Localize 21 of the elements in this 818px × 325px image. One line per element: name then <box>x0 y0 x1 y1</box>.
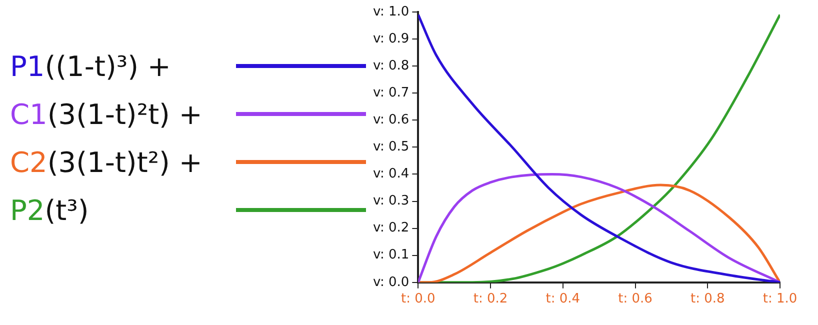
y-tick-label: v: 1.0 <box>372 4 410 20</box>
y-tick-label: v: 0.8 <box>372 58 410 74</box>
y-tick-label: v: 0.3 <box>372 194 410 209</box>
y-tick-label: v: 0.5 <box>372 140 410 155</box>
x-tick-label: t: 0.4 <box>546 292 580 307</box>
y-tick-label: v: 0.7 <box>372 85 410 100</box>
y-tick-label: v: 0.0 <box>372 274 410 290</box>
x-tick-label: t: 0.8 <box>690 292 725 307</box>
y-tick-label: v: 0.2 <box>372 220 410 236</box>
y-tick-label: v: 0.4 <box>372 166 410 182</box>
x-tick-label: t: 0.0 <box>401 292 436 307</box>
legend-label: C2(3(1-t)t²) + <box>10 146 202 178</box>
legend-label: P1((1-t)³) + <box>10 50 171 82</box>
legend-label: C1(3(1-t)²t) + <box>10 98 202 130</box>
y-tick-label: v: 0.6 <box>372 112 410 128</box>
x-tick-label: t: 0.2 <box>473 292 508 307</box>
y-tick-label: v: 0.9 <box>372 31 410 46</box>
x-tick-label: t: 1.0 <box>762 292 798 307</box>
x-tick-label: t: 0.6 <box>618 292 652 307</box>
y-tick-label: v: 0.1 <box>372 248 410 263</box>
text: P2(t³) <box>10 194 89 226</box>
